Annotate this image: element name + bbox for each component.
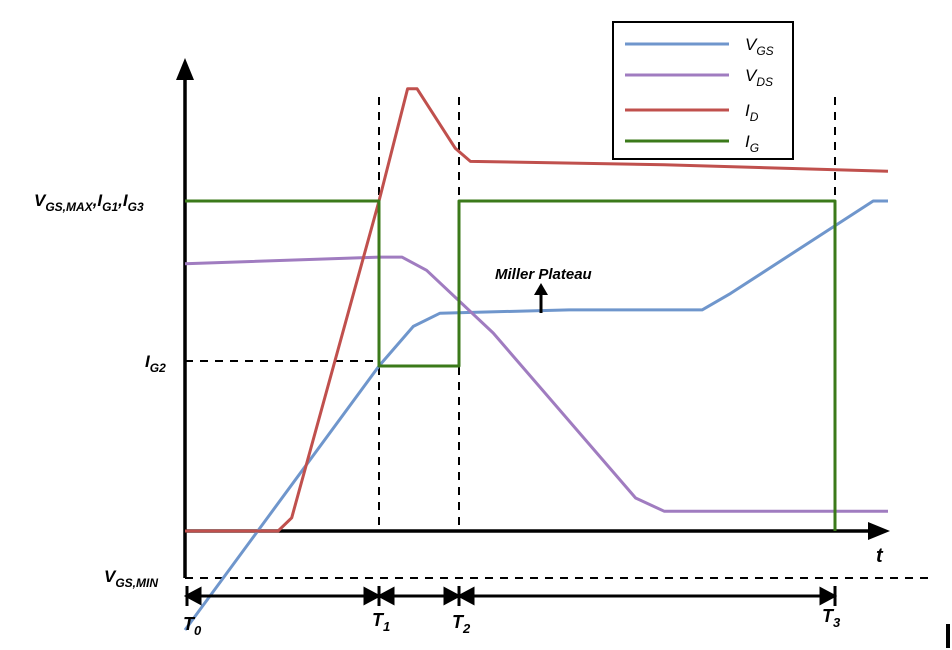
interval-arrowhead-t2-left — [456, 586, 475, 606]
series-line-vds — [184, 255, 888, 513]
x-axis-arrow-icon — [868, 522, 890, 540]
x-marker-t3: T3 — [822, 606, 841, 630]
interval-arrowhead-t1-left — [376, 586, 395, 606]
y-label-ig2: IG2 — [145, 352, 166, 375]
miller-plateau-arrow-icon — [534, 283, 548, 295]
series-line-id — [185, 87, 889, 533]
y-axis-arrow-icon — [176, 58, 194, 80]
edge-artifact — [946, 624, 950, 648]
interval-arrowhead-t2-right — [443, 586, 462, 606]
x-marker-t1: T1 — [372, 610, 390, 634]
legend: VGS VDS ID IG — [612, 21, 794, 160]
legend-label-vds: VDS — [745, 66, 773, 89]
x-marker-t0: T0 — [183, 614, 202, 638]
x-marker-t2: T2 — [452, 612, 471, 636]
legend-label-id: ID — [745, 101, 759, 124]
series-layer — [183, 87, 889, 631]
series-line-ig — [185, 199, 837, 531]
y-label-vgsmin: VGS,MIN — [104, 567, 158, 590]
interval-arrowhead-t0-left — [183, 586, 202, 606]
x-axis-label: t — [876, 545, 884, 567]
y-label-vgsmax: VGS,MAX,IG1,IG3 — [34, 191, 144, 214]
interval-arrowhead-t3-right — [819, 586, 838, 606]
miller-plateau-annotation: Miller Plateau — [495, 266, 592, 283]
legend-label-vgs: VGS — [745, 35, 774, 58]
interval-arrowhead-t1-right — [363, 586, 382, 606]
timeline-arrows — [183, 586, 838, 606]
series-line-vgs — [183, 199, 888, 631]
legend-label-ig: IG — [745, 132, 759, 155]
